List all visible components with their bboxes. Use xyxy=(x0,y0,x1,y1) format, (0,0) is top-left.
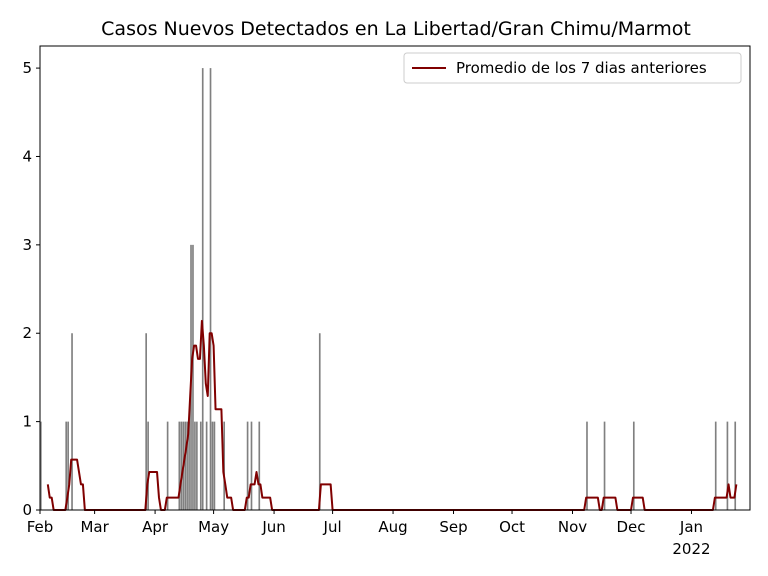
bar xyxy=(145,333,147,510)
legend-label: Promedio de los 7 dias anteriores xyxy=(456,59,707,77)
bar xyxy=(726,421,729,510)
y-tick-label: 0 xyxy=(22,501,32,519)
bar xyxy=(71,333,73,510)
bar xyxy=(184,421,186,510)
bar xyxy=(211,421,214,510)
bar xyxy=(258,421,261,510)
x-tick-label: Apr xyxy=(142,518,169,536)
y-tick-label: 5 xyxy=(22,59,32,77)
bar xyxy=(194,421,196,510)
series-line xyxy=(46,319,738,511)
x-tick-label: Jun xyxy=(261,518,285,536)
bar xyxy=(186,421,188,510)
bar xyxy=(166,421,169,510)
bar xyxy=(632,421,635,510)
x-tick-label: May xyxy=(198,518,229,536)
x-tick-label: Sep xyxy=(439,518,467,536)
y-tick-label: 3 xyxy=(22,236,32,254)
bar xyxy=(250,421,253,510)
x-tick-label: Aug xyxy=(378,518,407,536)
x-tick-label: Jul xyxy=(323,518,342,536)
bar xyxy=(209,68,212,510)
bar xyxy=(180,421,183,510)
bar xyxy=(213,421,216,510)
y-tick-label: 4 xyxy=(22,147,32,165)
x-tick-label: Feb xyxy=(27,518,54,536)
bar xyxy=(318,333,321,510)
plot-area: 0 1 2 3 4 5 Feb Mar Apr May Jun Jul Aug Sep Oct Nov Dec J… xyxy=(22,45,751,558)
bar xyxy=(147,421,149,510)
bar xyxy=(205,421,208,510)
bar xyxy=(201,68,204,510)
bar xyxy=(196,421,198,510)
y-tick-label: 2 xyxy=(22,324,32,342)
bar xyxy=(188,421,190,510)
bar xyxy=(246,421,249,510)
x-tick-sublabel: 2022 xyxy=(672,540,710,558)
bar xyxy=(65,421,68,510)
bar xyxy=(199,421,202,510)
bar xyxy=(586,421,588,510)
legend-box xyxy=(403,52,742,84)
x-tick-label: Jan xyxy=(679,518,703,536)
bar xyxy=(603,421,606,510)
x-tick-label: Dec xyxy=(617,518,646,536)
bar xyxy=(714,421,717,510)
chart-title: Casos Nuevos Detectados en La Libertad/G… xyxy=(101,18,691,40)
bar xyxy=(192,244,194,510)
axes-frame xyxy=(39,45,751,511)
y-tick-label: 1 xyxy=(22,413,32,431)
x-tick-label: Nov xyxy=(558,518,587,536)
bar xyxy=(40,421,42,510)
bar xyxy=(67,421,69,510)
x-tick-label: Oct xyxy=(499,518,525,536)
x-tick-label: Mar xyxy=(80,518,109,536)
bar xyxy=(223,421,226,510)
bar xyxy=(178,421,181,510)
bar xyxy=(734,421,737,510)
